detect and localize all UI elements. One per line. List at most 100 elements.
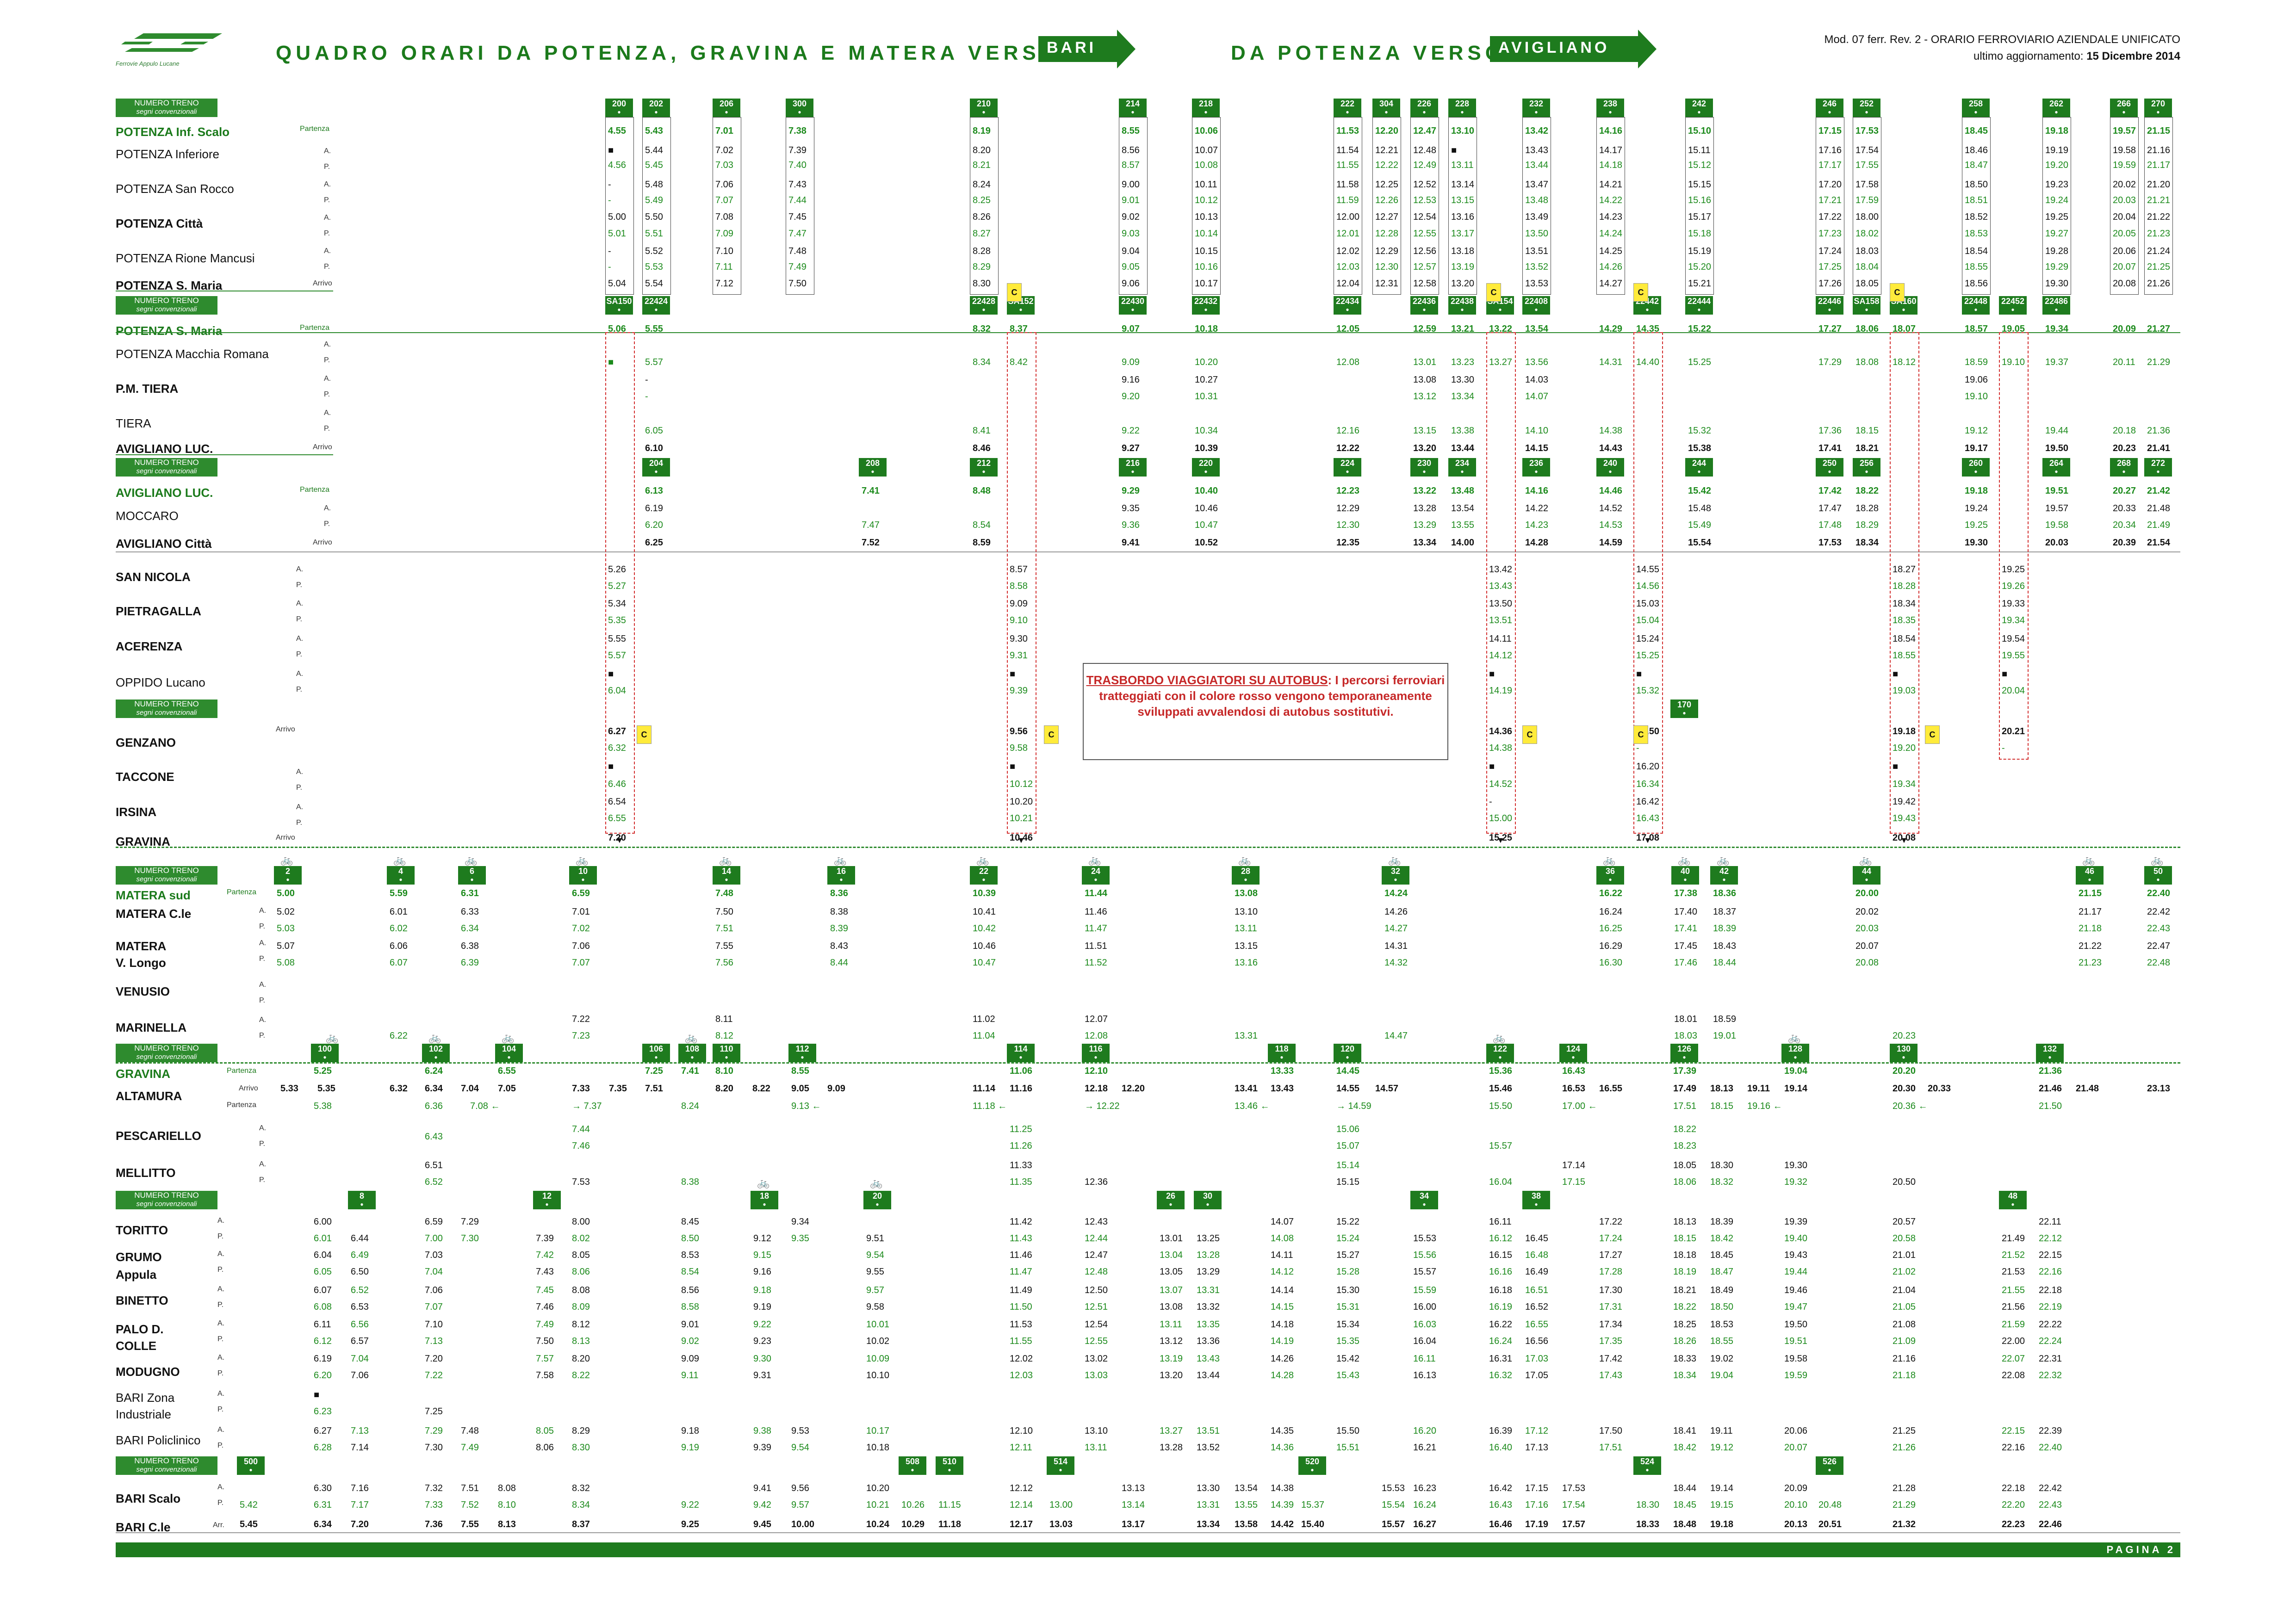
time-cell: 13.16 bbox=[1451, 212, 1475, 222]
time-cell: 10.41 bbox=[973, 907, 996, 917]
train-number-badge: 260 ● bbox=[1962, 458, 1990, 477]
time-cell: 17.27 bbox=[1818, 324, 1842, 334]
train-column bbox=[1119, 117, 1148, 295]
time-cell: 8.44 bbox=[830, 958, 848, 968]
time-cell: 19.29 bbox=[2045, 262, 2069, 272]
time-cell: 12.30 bbox=[1336, 520, 1360, 530]
train-number: 2 bbox=[285, 867, 290, 876]
time-cell: 18.21 bbox=[1855, 443, 1879, 453]
time-cell: 15.30 bbox=[1336, 1285, 1360, 1295]
service-symbol-icon: ● bbox=[1571, 1054, 1575, 1060]
train-number: 128 bbox=[1788, 1044, 1803, 1053]
train-number-badge: 106 ● bbox=[642, 1044, 670, 1062]
time-cell: 10.07 bbox=[1195, 145, 1218, 155]
time-cell: 13.34 bbox=[1413, 538, 1437, 548]
time-cell: ■ bbox=[608, 761, 614, 772]
time-cell: 6.04 bbox=[608, 686, 626, 696]
service-symbol-icon: ● bbox=[798, 109, 801, 115]
time-cell: 9.05 bbox=[791, 1083, 809, 1094]
time-cell: 14.35 bbox=[1636, 324, 1660, 334]
time-cell: 13.48 bbox=[1451, 486, 1475, 496]
time-cell: 18.01 bbox=[1674, 1014, 1698, 1024]
time-cell: 19.40 bbox=[1784, 1233, 1808, 1244]
time-cell: 15.34 bbox=[1336, 1319, 1360, 1330]
bicycle-icon: 🚲 bbox=[428, 1032, 441, 1043]
time-cell: 5.55 bbox=[608, 634, 626, 644]
time-cell: 12.07 bbox=[1085, 1014, 1108, 1024]
bicycle-icon: 🚲 bbox=[280, 854, 293, 866]
train-number: 114 bbox=[1014, 1044, 1028, 1053]
time-cell: 18.33 bbox=[1636, 1519, 1660, 1529]
time-cell: 7.02 bbox=[715, 145, 733, 155]
connection-badge: C bbox=[637, 725, 652, 744]
time-cell: 12.01 bbox=[1336, 229, 1360, 239]
time-cell: 13.50 bbox=[1489, 599, 1513, 609]
time-cell: 19.11 bbox=[1747, 1083, 1770, 1094]
time-cell: 11.47 bbox=[1085, 923, 1107, 934]
station-label: POTENZA S. Maria bbox=[116, 279, 223, 292]
time-cell: 12.36 bbox=[1085, 1177, 1108, 1187]
train-number: 36 bbox=[1605, 867, 1615, 876]
train-number: 28 bbox=[1241, 867, 1251, 876]
time-cell: 20.08 bbox=[1855, 958, 1879, 968]
time-cell: 11.43 bbox=[1010, 1233, 1032, 1244]
bus-route-line bbox=[1633, 332, 1663, 834]
train-number: 8 bbox=[359, 1191, 364, 1201]
time-cell: 8.37 bbox=[572, 1519, 590, 1529]
time-cell: 12.29 bbox=[1375, 246, 1399, 256]
time-cell: 20.20 bbox=[1893, 1066, 1916, 1076]
time-cell: 19.30 bbox=[1965, 538, 1988, 548]
train-number: 46 bbox=[2085, 867, 2095, 876]
arrow-bari: BARI bbox=[1038, 30, 1136, 68]
time-cell: 18.32 bbox=[1710, 1177, 1734, 1187]
service-symbol-icon: ● bbox=[1865, 306, 1868, 313]
time-cell: 9.51 bbox=[866, 1233, 884, 1244]
time-cell: 14.26 bbox=[1271, 1354, 1294, 1364]
time-cell: 14.21 bbox=[1599, 180, 1623, 190]
time-cell: 13.53 bbox=[1525, 279, 1549, 289]
time-cell: 9.19 bbox=[753, 1302, 771, 1312]
time-cell: 13.17 bbox=[1122, 1519, 1145, 1529]
time-cell: 18.39 bbox=[1710, 1217, 1734, 1227]
train-column bbox=[1685, 117, 1714, 295]
train-column bbox=[1522, 117, 1551, 295]
train-number-header: NUMERO TRENO segni convenzionali bbox=[116, 458, 217, 477]
time-cell: 15.40 bbox=[1301, 1519, 1325, 1529]
time-cell: 21.29 bbox=[1893, 1500, 1916, 1510]
time-cell: 15.00 bbox=[1489, 813, 1513, 823]
time-cell: 17.38 bbox=[1674, 888, 1698, 898]
station-label: Industriale bbox=[116, 1407, 171, 1421]
time-cell: 18.59 bbox=[1713, 1014, 1737, 1024]
train-number-badge: 520 ● bbox=[1298, 1456, 1326, 1475]
time-cell: 14.11 bbox=[1271, 1250, 1293, 1260]
time-cell: 9.41 bbox=[1122, 538, 1140, 548]
time-cell: 7.25 bbox=[645, 1066, 663, 1076]
header-label: NUMERO TRENO bbox=[134, 1456, 199, 1465]
service-symbol-icon: ● bbox=[617, 306, 621, 313]
time-cell: 14.28 bbox=[1525, 538, 1549, 548]
time-cell: 19.57 bbox=[2113, 126, 2136, 136]
time-cell: 5.35 bbox=[608, 615, 626, 625]
departure-marker: P. bbox=[296, 784, 303, 792]
time-cell: 18.28 bbox=[1893, 581, 1916, 591]
time-cell: 7.53 bbox=[572, 1177, 590, 1187]
train-number-badge: 32 ● bbox=[1382, 866, 1409, 885]
service-symbol-icon: ● bbox=[1608, 109, 1612, 115]
time-cell: 19.18 bbox=[2045, 126, 2069, 136]
time-cell: 17.30 bbox=[1599, 1285, 1623, 1295]
time-cell: 7.43 bbox=[788, 180, 807, 190]
train-number: SA158 bbox=[1854, 297, 1880, 306]
train-number-badge: 256 ● bbox=[1853, 458, 1880, 477]
time-cell: 22.18 bbox=[2039, 1285, 2062, 1295]
train-number-badge: 128 ● bbox=[1781, 1044, 1809, 1062]
service-symbol-icon: ● bbox=[1793, 1054, 1797, 1060]
time-cell: 7.13 bbox=[351, 1426, 369, 1436]
time-cell: 19.11 bbox=[1710, 1426, 1733, 1436]
train-number-badge: 116 ● bbox=[1082, 1044, 1110, 1062]
time-cell: 15.50 bbox=[1489, 1101, 1513, 1111]
time-cell: 12.18 bbox=[1085, 1083, 1108, 1094]
brand-name: Ferrovie Appulo Lucane bbox=[116, 60, 180, 67]
time-cell: 9.31 bbox=[1010, 650, 1028, 661]
time-cell: 9.39 bbox=[753, 1442, 771, 1453]
time-cell: 7.04 bbox=[461, 1083, 479, 1094]
